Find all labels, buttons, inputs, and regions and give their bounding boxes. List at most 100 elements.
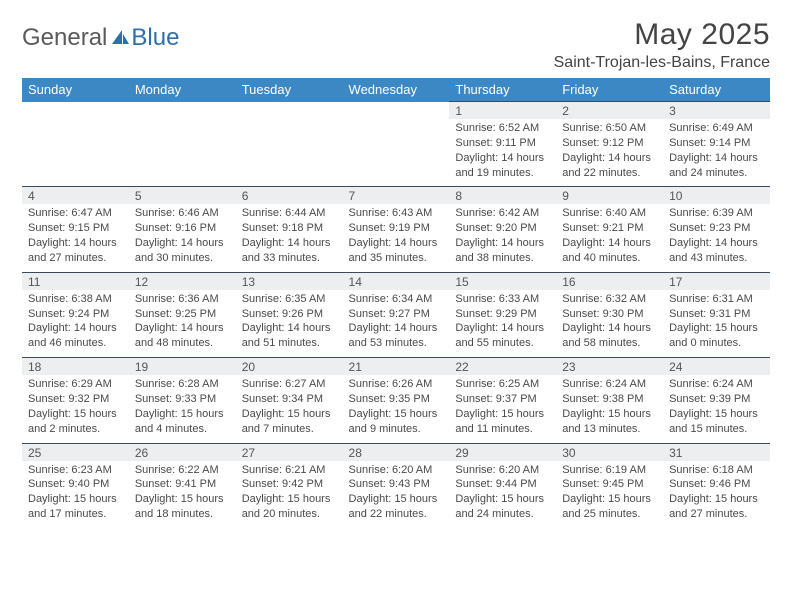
daylight-line: Daylight: 15 hours and 9 minutes. — [349, 407, 444, 437]
sunset-line: Sunset: 9:42 PM — [242, 477, 337, 492]
day-number-cell: 12 — [129, 272, 236, 290]
day-number-cell: 18 — [22, 358, 129, 376]
day-data-row: Sunrise: 6:52 AMSunset: 9:11 PMDaylight:… — [22, 119, 770, 187]
sunset-line: Sunset: 9:25 PM — [135, 307, 230, 322]
day-number-cell: 20 — [236, 358, 343, 376]
sunrise-line: Sunrise: 6:25 AM — [455, 377, 550, 392]
sunset-line: Sunset: 9:35 PM — [349, 392, 444, 407]
calendar-table: SundayMondayTuesdayWednesdayThursdayFrid… — [22, 78, 770, 528]
sunset-line: Sunset: 9:33 PM — [135, 392, 230, 407]
location-label: Saint-Trojan-les-Bains, France — [554, 54, 770, 72]
sunset-line: Sunset: 9:21 PM — [562, 221, 657, 236]
day-data-cell: Sunrise: 6:33 AMSunset: 9:29 PMDaylight:… — [449, 290, 556, 358]
day-number-cell: 15 — [449, 272, 556, 290]
weekday-header: Friday — [556, 78, 663, 102]
sunrise-line: Sunrise: 6:40 AM — [562, 206, 657, 221]
day-data-cell: Sunrise: 6:50 AMSunset: 9:12 PMDaylight:… — [556, 119, 663, 187]
sunset-line: Sunset: 9:40 PM — [28, 477, 123, 492]
weekday-header: Tuesday — [236, 78, 343, 102]
sunset-line: Sunset: 9:24 PM — [28, 307, 123, 322]
day-number-cell: 28 — [343, 443, 450, 461]
daylight-line: Daylight: 15 hours and 13 minutes. — [562, 407, 657, 437]
page-header: General Blue May 2025 Saint-Trojan-les-B… — [22, 18, 770, 72]
sunrise-line: Sunrise: 6:26 AM — [349, 377, 444, 392]
day-data-cell: Sunrise: 6:38 AMSunset: 9:24 PMDaylight:… — [22, 290, 129, 358]
day-data-cell — [129, 119, 236, 187]
day-data-cell: Sunrise: 6:40 AMSunset: 9:21 PMDaylight:… — [556, 204, 663, 272]
sunrise-line: Sunrise: 6:38 AM — [28, 292, 123, 307]
sunrise-line: Sunrise: 6:29 AM — [28, 377, 123, 392]
daylight-line: Daylight: 14 hours and 24 minutes. — [669, 151, 764, 181]
daynum-row: 45678910 — [22, 187, 770, 205]
daynum-row: 11121314151617 — [22, 272, 770, 290]
daylight-line: Daylight: 15 hours and 18 minutes. — [135, 492, 230, 522]
sunrise-line: Sunrise: 6:20 AM — [455, 463, 550, 478]
day-data-cell: Sunrise: 6:20 AMSunset: 9:44 PMDaylight:… — [449, 461, 556, 528]
sunset-line: Sunset: 9:46 PM — [669, 477, 764, 492]
daynum-row: 18192021222324 — [22, 358, 770, 376]
day-data-cell: Sunrise: 6:52 AMSunset: 9:11 PMDaylight:… — [449, 119, 556, 187]
day-data-cell: Sunrise: 6:27 AMSunset: 9:34 PMDaylight:… — [236, 375, 343, 443]
sunrise-line: Sunrise: 6:33 AM — [455, 292, 550, 307]
day-data-cell: Sunrise: 6:44 AMSunset: 9:18 PMDaylight:… — [236, 204, 343, 272]
sunrise-line: Sunrise: 6:39 AM — [669, 206, 764, 221]
day-number-cell: 17 — [663, 272, 770, 290]
day-number-cell: 2 — [556, 102, 663, 120]
day-number-cell: 6 — [236, 187, 343, 205]
day-data-cell: Sunrise: 6:36 AMSunset: 9:25 PMDaylight:… — [129, 290, 236, 358]
day-number-cell: 1 — [449, 102, 556, 120]
daylight-line: Daylight: 15 hours and 24 minutes. — [455, 492, 550, 522]
sunset-line: Sunset: 9:11 PM — [455, 136, 550, 151]
day-number-cell: 30 — [556, 443, 663, 461]
sunset-line: Sunset: 9:43 PM — [349, 477, 444, 492]
day-number-cell: 9 — [556, 187, 663, 205]
daylight-line: Daylight: 15 hours and 25 minutes. — [562, 492, 657, 522]
weekday-header-row: SundayMondayTuesdayWednesdayThursdayFrid… — [22, 78, 770, 102]
day-data-cell: Sunrise: 6:47 AMSunset: 9:15 PMDaylight:… — [22, 204, 129, 272]
sunset-line: Sunset: 9:30 PM — [562, 307, 657, 322]
day-data-cell: Sunrise: 6:35 AMSunset: 9:26 PMDaylight:… — [236, 290, 343, 358]
sunset-line: Sunset: 9:23 PM — [669, 221, 764, 236]
weekday-header: Wednesday — [343, 78, 450, 102]
daylight-line: Daylight: 14 hours and 35 minutes. — [349, 236, 444, 266]
day-number-cell: 16 — [556, 272, 663, 290]
weekday-header: Sunday — [22, 78, 129, 102]
sunrise-line: Sunrise: 6:44 AM — [242, 206, 337, 221]
day-number-cell: 19 — [129, 358, 236, 376]
daylight-line: Daylight: 15 hours and 20 minutes. — [242, 492, 337, 522]
day-data-cell — [343, 119, 450, 187]
sunset-line: Sunset: 9:32 PM — [28, 392, 123, 407]
sunrise-line: Sunrise: 6:20 AM — [349, 463, 444, 478]
daylight-line: Daylight: 14 hours and 48 minutes. — [135, 321, 230, 351]
daylight-line: Daylight: 15 hours and 27 minutes. — [669, 492, 764, 522]
weekday-header: Thursday — [449, 78, 556, 102]
sunset-line: Sunset: 9:27 PM — [349, 307, 444, 322]
day-data-cell: Sunrise: 6:29 AMSunset: 9:32 PMDaylight:… — [22, 375, 129, 443]
sunrise-line: Sunrise: 6:24 AM — [562, 377, 657, 392]
sunset-line: Sunset: 9:38 PM — [562, 392, 657, 407]
sunrise-line: Sunrise: 6:36 AM — [135, 292, 230, 307]
sunset-line: Sunset: 9:20 PM — [455, 221, 550, 236]
day-data-cell: Sunrise: 6:28 AMSunset: 9:33 PMDaylight:… — [129, 375, 236, 443]
day-data-cell: Sunrise: 6:19 AMSunset: 9:45 PMDaylight:… — [556, 461, 663, 528]
daylight-line: Daylight: 14 hours and 33 minutes. — [242, 236, 337, 266]
sunrise-line: Sunrise: 6:19 AM — [562, 463, 657, 478]
day-number-cell: 23 — [556, 358, 663, 376]
day-data-cell: Sunrise: 6:25 AMSunset: 9:37 PMDaylight:… — [449, 375, 556, 443]
day-data-cell: Sunrise: 6:34 AMSunset: 9:27 PMDaylight:… — [343, 290, 450, 358]
title-block: May 2025 Saint-Trojan-les-Bains, France — [554, 18, 770, 72]
daylight-line: Daylight: 14 hours and 19 minutes. — [455, 151, 550, 181]
day-data-row: Sunrise: 6:23 AMSunset: 9:40 PM Daylight:… — [22, 461, 770, 528]
day-data-cell: Sunrise: 6:22 AMSunset: 9:41 PMDaylight:… — [129, 461, 236, 528]
daylight-line: Daylight: 15 hours and 22 minutes. — [349, 492, 444, 522]
brand-first: General — [22, 24, 107, 52]
sunset-line: Sunset: 9:12 PM — [562, 136, 657, 151]
sunset-line: Sunset: 9:15 PM — [28, 221, 123, 236]
sunrise-line: Sunrise: 6:42 AM — [455, 206, 550, 221]
daylight-line: Daylight: 14 hours and 46 minutes. — [28, 321, 123, 351]
sunrise-line: Sunrise: 6:31 AM — [669, 292, 764, 307]
sunrise-line: Sunrise: 6:18 AM — [669, 463, 764, 478]
daylight-line: Daylight: 14 hours and 43 minutes. — [669, 236, 764, 266]
sunrise-line: Sunrise: 6:23 AM — [28, 463, 123, 478]
day-data-cell: Sunrise: 6:24 AMSunset: 9:39 PMDaylight:… — [663, 375, 770, 443]
